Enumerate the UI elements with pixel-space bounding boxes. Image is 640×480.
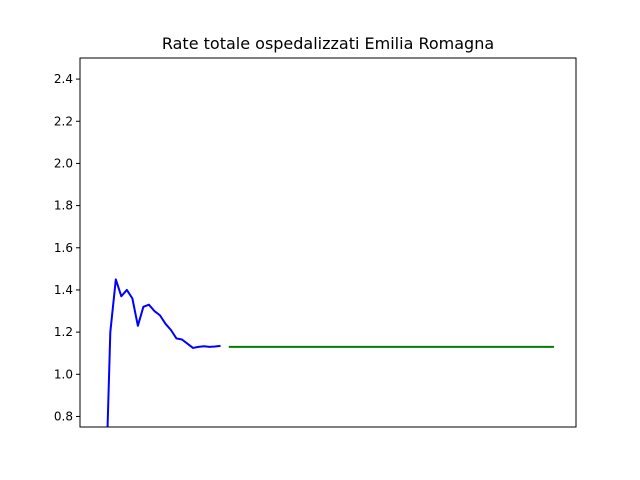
plot-frame (79, 57, 577, 428)
y-tick-label: 1.4 (54, 283, 73, 297)
y-axis: 0.8 1.0 1.2 1.4 1.6 1.8 2.0 2.2 2.4 (54, 72, 80, 423)
chart-title: Rate totale ospedalizzati Emilia Romagna (162, 34, 494, 53)
series-line-0 (106, 278, 221, 427)
y-tick-label: 1.0 (54, 367, 73, 381)
y-tick-label: 2.0 (54, 156, 73, 170)
y-tick-label: 2.2 (54, 114, 73, 128)
y-tick-label: 2.4 (54, 72, 73, 86)
y-tick-label: 1.6 (54, 241, 73, 255)
y-tick-label: 1.2 (54, 325, 73, 339)
y-tick-label: 0.8 (54, 409, 73, 423)
plot-lines (106, 278, 554, 427)
y-tick-label: 1.8 (54, 199, 73, 213)
